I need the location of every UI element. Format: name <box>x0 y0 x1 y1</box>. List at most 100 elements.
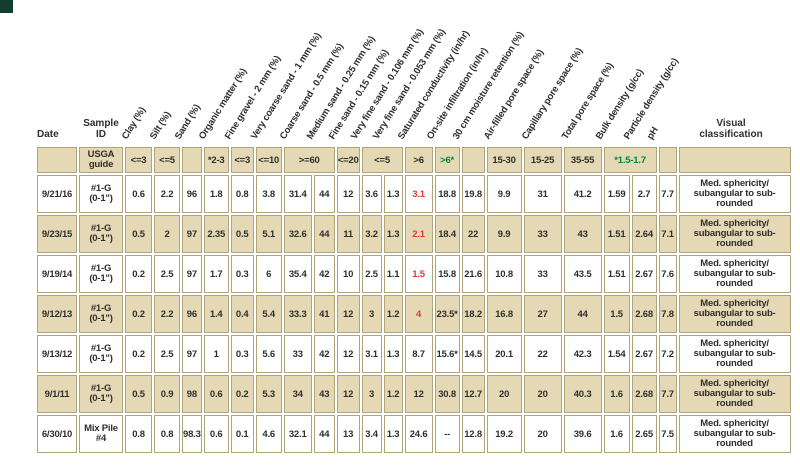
cell-medium-sand: 42 <box>313 335 335 373</box>
column-header-sample-id: Sample ID <box>83 118 119 140</box>
cell-bulk-density: 1.54 <box>603 335 630 373</box>
cell-date: 6/30/10 <box>37 415 77 453</box>
column-header-ph: pH <box>644 125 661 142</box>
cell-very-coarse-sand: 5.1 <box>255 215 282 253</box>
cell-particle-density: 2.68 <box>631 295 657 333</box>
cell-ph: 7.5 <box>658 415 677 453</box>
cell-visual-classification: Med. sphericity/ subangular to sub- roun… <box>678 255 791 293</box>
guide-cell-0: <=3 <box>125 147 152 173</box>
cell-clay: 0.2 <box>125 255 152 293</box>
cell-very-fine-sand-0106: 3 <box>361 295 382 333</box>
cell-visual-classification: Med. sphericity/ subangular to sub- roun… <box>678 215 791 253</box>
cell-very-fine-sand-0053: 1.1 <box>383 255 403 293</box>
cell-very-fine-sand-0053: 1.2 <box>383 295 403 333</box>
cell-capillary-pore-space: 22 <box>523 335 562 373</box>
cell-moisture-retention-30cm: 12.8 <box>461 415 485 453</box>
table-row: 9/12/13 #1-G (0-1") 0.2 2.2 96 1.4 0.4 5.4 33.3 4… <box>37 295 791 333</box>
cell-sample-id: #1-G (0-1") <box>79 295 123 333</box>
cell-fine-gravel: 0.2 <box>230 375 254 413</box>
cell-organic-matter: 0.6 <box>203 415 229 453</box>
cell-silt: 2.5 <box>154 255 180 293</box>
cell-particle-density: 2.7 <box>631 175 657 213</box>
cell-air-filled-pore-space: 19.2 <box>486 415 522 453</box>
cell-ph: 7.6 <box>658 255 677 293</box>
cell-very-coarse-sand: 5.3 <box>255 375 282 413</box>
cell-air-filled-pore-space: 20.1 <box>486 335 522 373</box>
cell-total-pore-space: 41.2 <box>563 175 602 213</box>
cell-coarse-sand: 31.4 <box>283 175 312 213</box>
cell-very-coarse-sand: 4.6 <box>255 415 282 453</box>
cell-silt: 0.8 <box>154 415 180 453</box>
cell-sand: 98.3 <box>182 415 202 453</box>
guide-cell-2 <box>182 147 202 173</box>
cell-silt: 0.9 <box>154 375 180 413</box>
guide-cell-12: 15-30 <box>486 147 522 173</box>
cell-fine-gravel: 0.4 <box>230 295 254 333</box>
cell-fine-sand: 10 <box>336 255 360 293</box>
cell-fine-gravel: 0.3 <box>230 255 254 293</box>
cell-date <box>37 147 77 173</box>
cell-medium-sand: 44 <box>313 215 335 253</box>
cell-very-fine-sand-0053: 1.3 <box>383 415 403 453</box>
cell-sand: 97 <box>182 215 202 253</box>
cell-fine-sand: 12 <box>336 335 360 373</box>
cell-coarse-sand: 32.1 <box>283 415 312 453</box>
cell-air-filled-pore-space: 20 <box>486 375 522 413</box>
cell-particle-density: 2.65 <box>631 415 657 453</box>
cell-total-pore-space: 43 <box>563 215 602 253</box>
cell-sample-id: #1-G (0-1") <box>79 375 123 413</box>
cell-bulk-density: 1.6 <box>603 375 630 413</box>
cell-on-site-infiltration: 30.8 <box>434 375 460 413</box>
cell-fine-sand: 13 <box>336 415 360 453</box>
cell-visual-classification: Med. sphericity/ subangular to sub- roun… <box>678 175 791 213</box>
cell-particle-density: 2.67 <box>631 255 657 293</box>
guide-cell-16 <box>658 147 677 173</box>
cell-fine-gravel: 0.3 <box>230 335 254 373</box>
cell-saturated-conductivity: 4 <box>404 295 433 333</box>
cell-sand: 97 <box>182 335 202 373</box>
guide-cell-4: <=3 <box>230 147 254 173</box>
cell-bulk-density: 1.51 <box>603 255 630 293</box>
cell-date: 9/12/13 <box>37 295 77 333</box>
cell-ph: 7.2 <box>658 335 677 373</box>
cell-silt: 2.2 <box>154 295 180 333</box>
cell-particle-density: 2.68 <box>631 375 657 413</box>
cell-organic-matter: 1 <box>203 335 229 373</box>
cell-medium-sand: 42 <box>313 255 335 293</box>
cell-ph: 7.1 <box>658 215 677 253</box>
cell-sample-id: #1-G (0-1") <box>79 255 123 293</box>
cell-coarse-sand: 33.3 <box>283 295 312 333</box>
guide-cell-7: <=20 <box>336 147 360 173</box>
table-row: 9/1/11 #1-G (0-1") 0.5 0.9 98 0.6 0.2 5.3 34 43 12… <box>37 375 791 413</box>
cell-medium-sand: 44 <box>313 415 335 453</box>
cell-on-site-infiltration: -- <box>434 415 460 453</box>
guide-cell-14: 35-55 <box>563 147 602 173</box>
cell-total-pore-space: 40.3 <box>563 375 602 413</box>
cell-moisture-retention-30cm: 21.6 <box>461 255 485 293</box>
cell-capillary-pore-space: 20 <box>523 415 562 453</box>
column-header-visual-classification: Visual classification <box>699 118 763 140</box>
cell-particle-density: 2.67 <box>631 335 657 373</box>
cell-on-site-infiltration: 15.8 <box>434 255 460 293</box>
cell-sample-id: #1-G (0-1") <box>79 335 123 373</box>
cell-very-fine-sand-0053: 1.3 <box>383 175 403 213</box>
cell-fine-sand: 12 <box>336 375 360 413</box>
cell-air-filled-pore-space: 10.8 <box>486 255 522 293</box>
cell-total-pore-space: 39.6 <box>563 415 602 453</box>
cell-silt: 2.5 <box>154 335 180 373</box>
cell-coarse-sand: 35.4 <box>283 255 312 293</box>
cell-sand: 97 <box>182 255 202 293</box>
cell-total-pore-space: 42.3 <box>563 335 602 373</box>
usga-guide-row: USGA guide <=3 <=5 *2-3 <=3 <=10 >=60 <=20 <=5 >6… <box>37 147 791 173</box>
cell-visual-classification: Med. sphericity/ subangular to sub- roun… <box>678 335 791 373</box>
cell-total-pore-space: 44 <box>563 295 602 333</box>
guide-cell-5: <=10 <box>255 147 282 173</box>
cell-sand: 96 <box>182 295 202 333</box>
cell-organic-matter: 1.8 <box>203 175 229 213</box>
cell-capillary-pore-space: 27 <box>523 295 562 333</box>
cell-date: 9/23/15 <box>37 215 77 253</box>
cell-sample-id: #1-G (0-1") <box>79 215 123 253</box>
cell-moisture-retention-30cm: 14.5 <box>461 335 485 373</box>
cell-air-filled-pore-space: 9.9 <box>486 215 522 253</box>
cell-clay: 0.6 <box>125 175 152 213</box>
